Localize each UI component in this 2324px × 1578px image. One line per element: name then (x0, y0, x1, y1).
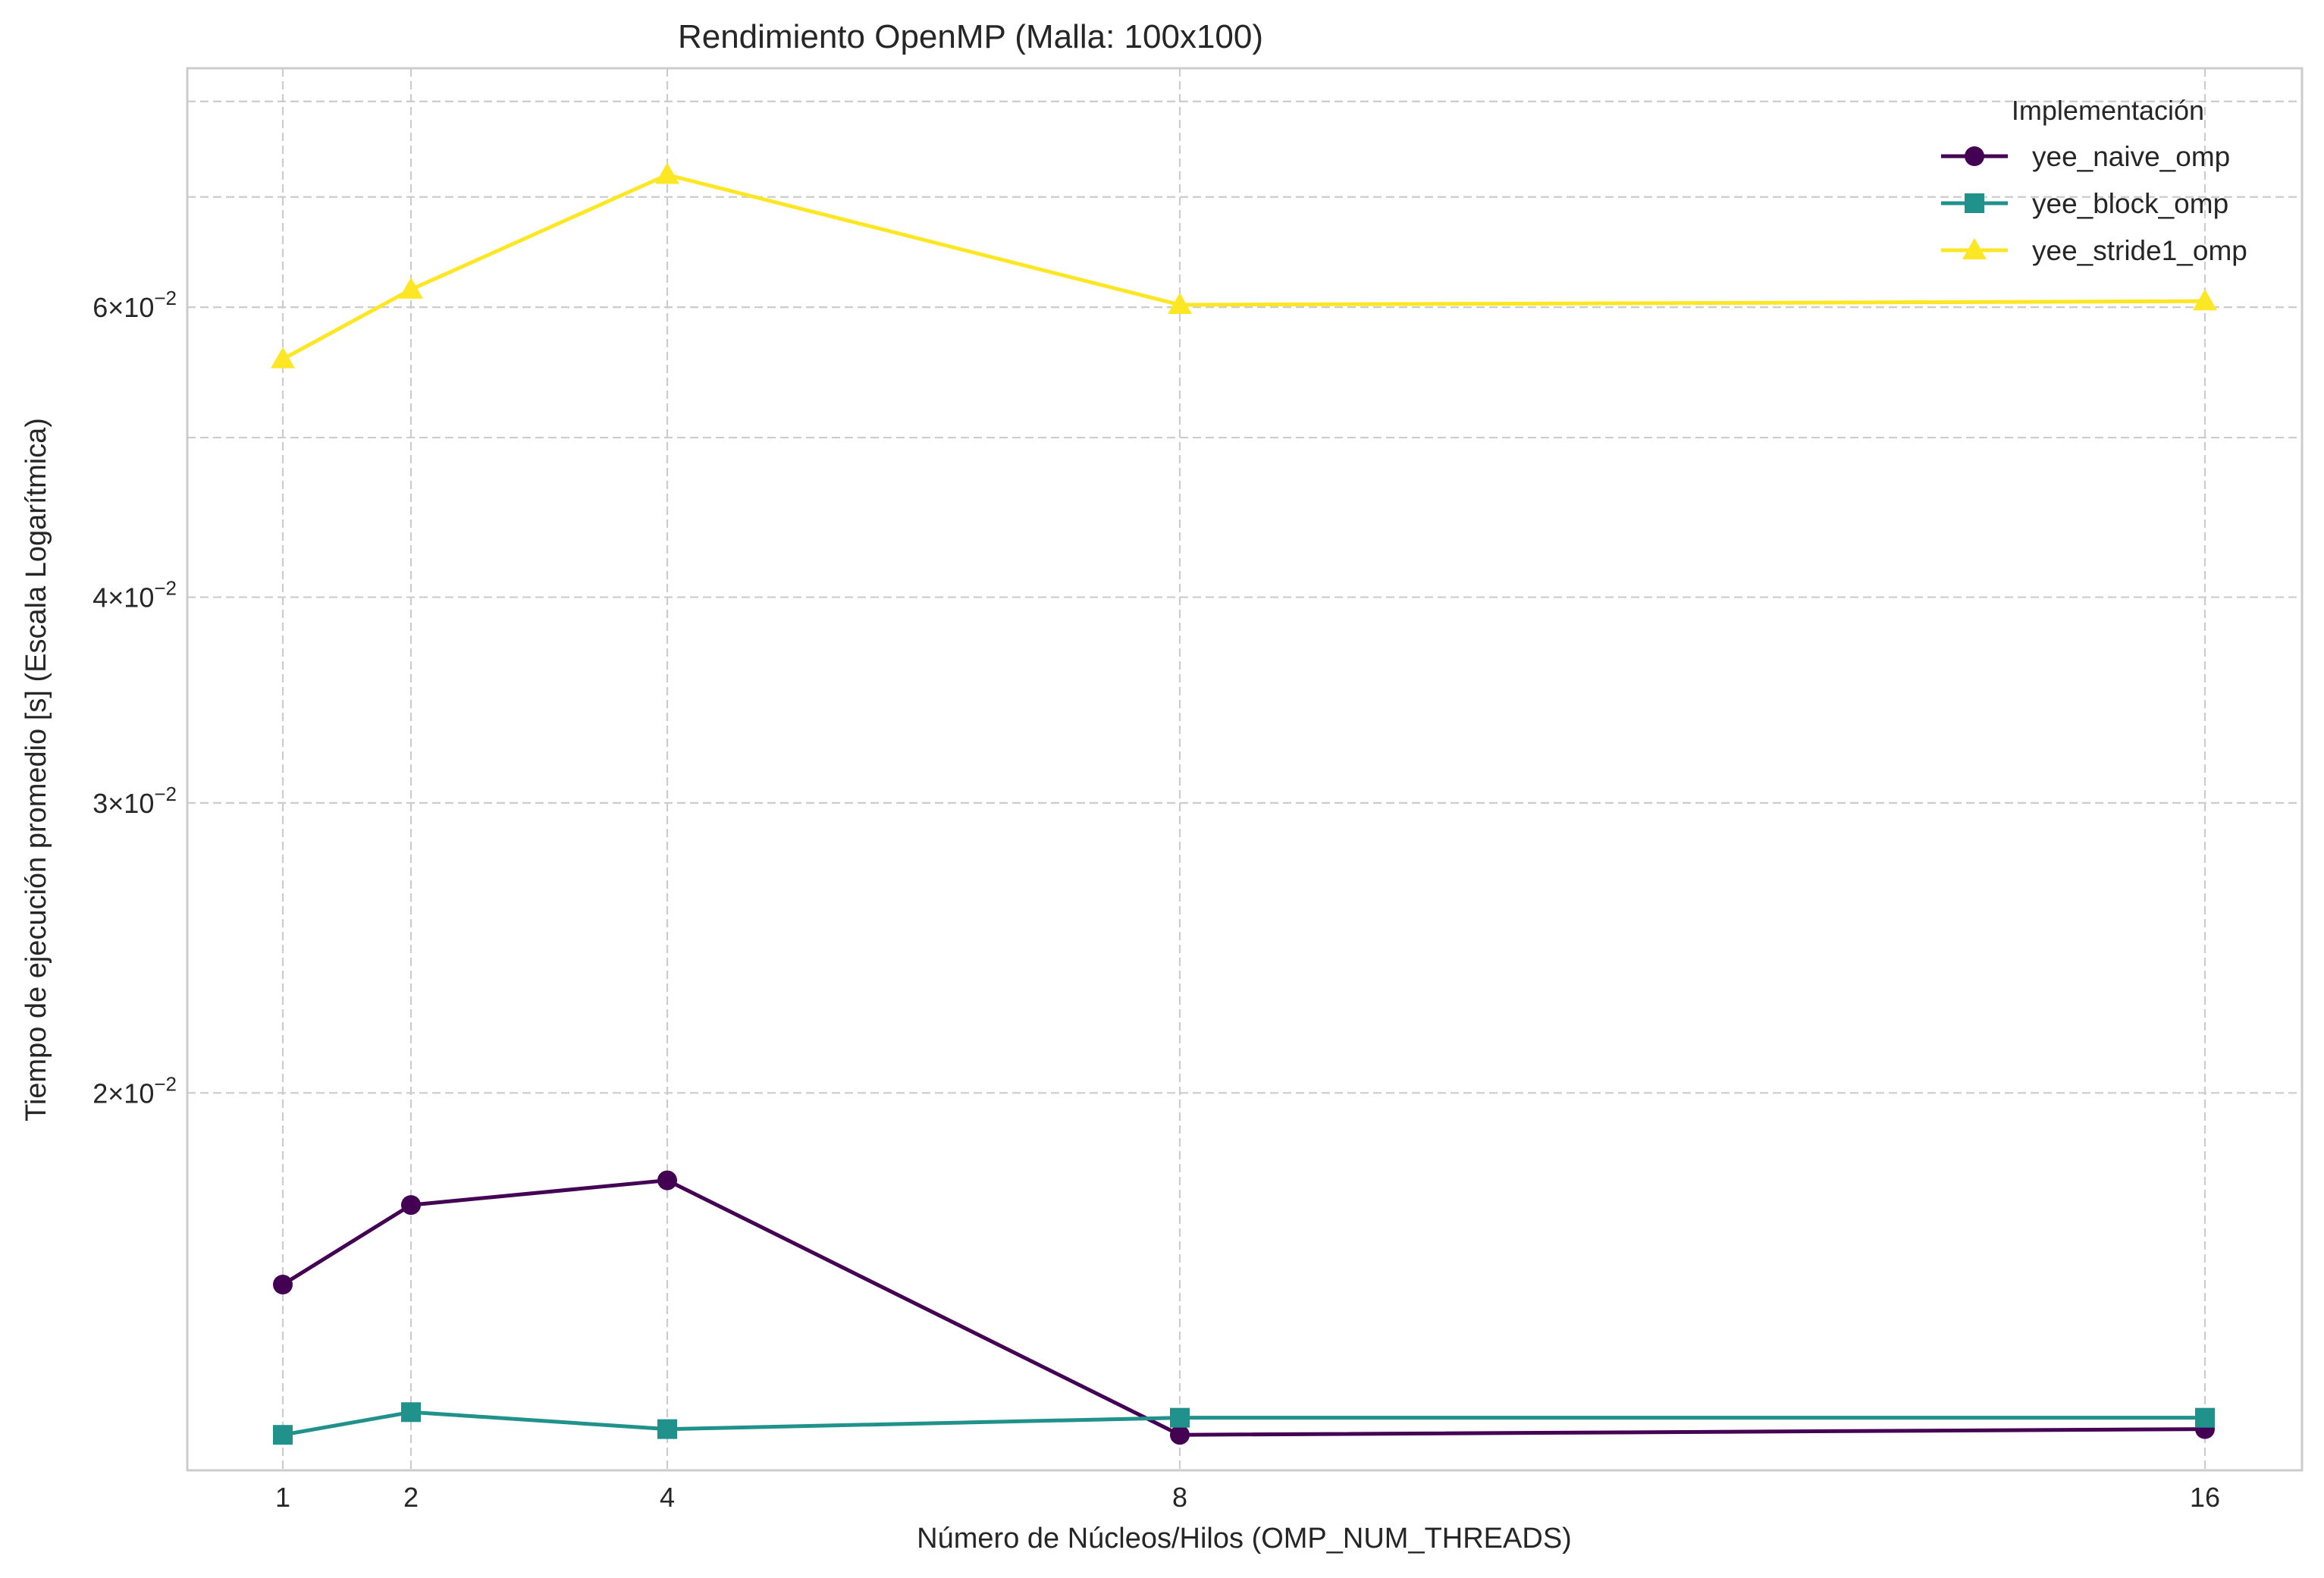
data-point-circle (401, 1195, 421, 1216)
x-tick-label: 4 (660, 1482, 675, 1513)
series-yee_block_omp (273, 1402, 2215, 1445)
data-point-triangle (1168, 292, 1192, 314)
data-point-circle (1170, 1425, 1190, 1445)
grid-layer (187, 68, 2302, 1470)
y-axis-label: Tiempo de ejecución promedio [s] (Escala… (20, 418, 52, 1122)
y-axis: 2×10−2 3×10−2 4×10−2 6×10−2 (93, 287, 177, 1109)
legend-marker-circle (1965, 146, 1984, 166)
data-point-triangle (655, 162, 679, 184)
data-point-triangle (2193, 289, 2217, 311)
series-layer (271, 162, 2217, 1445)
legend-item: yee_stride1_omp (1941, 235, 2247, 266)
y-tick-label: 6×10−2 (93, 287, 177, 323)
data-point-square (273, 1425, 293, 1445)
data-point-triangle (399, 277, 423, 299)
series-yee_stride1_omp (271, 162, 2217, 369)
legend-marker-square (1965, 193, 1984, 213)
y-tick-label: 2×10−2 (93, 1072, 177, 1109)
y-tick-label: 3×10−2 (93, 783, 177, 819)
data-point-square (2195, 1407, 2215, 1428)
legend-marker-triangle (1962, 238, 1987, 259)
legend: Implementación yee_naive_omp yee_block_om… (1941, 95, 2247, 266)
legend-item: yee_block_omp (1941, 188, 2228, 219)
legend-title: Implementación (2012, 95, 2204, 126)
data-point-circle (273, 1274, 293, 1294)
data-point-triangle (271, 347, 295, 369)
data-point-square (401, 1402, 421, 1423)
legend-label: yee_block_omp (2032, 188, 2228, 219)
series-yee_naive_omp (273, 1170, 2215, 1445)
x-tick-label: 1 (275, 1482, 290, 1513)
chart-title: Rendimiento OpenMP (Malla: 100x100) (678, 18, 1263, 55)
x-tick-label: 2 (403, 1482, 419, 1513)
series-line (281, 173, 2206, 361)
legend-label: yee_stride1_omp (2032, 235, 2247, 266)
x-tick-label: 16 (2190, 1482, 2220, 1513)
data-point-square (657, 1419, 677, 1439)
x-tick-label: 8 (1172, 1482, 1187, 1513)
data-point-circle (657, 1170, 677, 1191)
y-tick-label: 4×10−2 (93, 577, 177, 613)
data-point-square (1170, 1407, 1190, 1428)
x-axis: 1 2 4 8 16 (275, 1482, 2220, 1513)
x-axis-label: Número de Núcleos/Hilos (OMP_NUM_THREADS… (917, 1523, 1572, 1554)
plot-frame (186, 67, 2304, 1472)
legend-label: yee_naive_omp (2032, 141, 2230, 172)
legend-item: yee_naive_omp (1941, 141, 2230, 172)
series-line (281, 1178, 2206, 1437)
